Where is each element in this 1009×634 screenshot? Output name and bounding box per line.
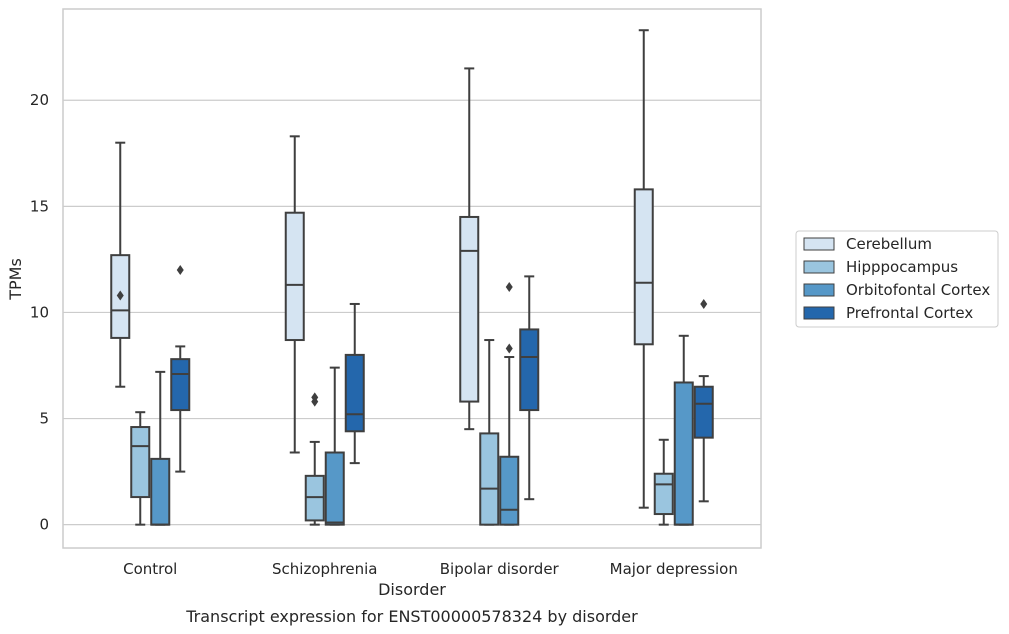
- x-tick-label: Control: [123, 560, 177, 578]
- legend-label: Cerebellum: [846, 235, 932, 253]
- box-group: [633, 29, 654, 509]
- legend-label: Hipppocampus: [846, 258, 958, 276]
- box-group: [110, 141, 131, 388]
- y-axis-ticks: 0 5 10 15 20: [30, 91, 49, 533]
- box-group: [693, 298, 714, 503]
- outlier-point: [116, 290, 124, 301]
- box: [150, 457, 171, 526]
- box: [459, 215, 480, 403]
- y-tick-label: 5: [39, 410, 49, 428]
- boxes: [110, 29, 714, 526]
- box-group: [653, 438, 674, 526]
- y-tick-label: 0: [39, 516, 49, 534]
- legend-swatch: [803, 237, 835, 251]
- box-group: [499, 281, 520, 526]
- plot-area-frame: [62, 8, 762, 549]
- box-group: [673, 334, 694, 526]
- x-axis-ticks: Control Schizophrenia Bipolar disorder Majo…: [123, 560, 738, 578]
- legend: Cerebellum Hipppocampus Orbitofontal Corte…: [795, 230, 999, 328]
- x-tick-label: Schizophrenia: [272, 560, 377, 578]
- box-group: [284, 135, 305, 454]
- box: [479, 432, 500, 526]
- box-group: [344, 302, 365, 465]
- box-group: [519, 275, 540, 501]
- box: [673, 381, 694, 526]
- legend-swatch: [803, 306, 835, 320]
- x-tick-label: Major depression: [610, 560, 738, 578]
- box: [324, 451, 345, 526]
- legend-swatch: [803, 283, 835, 297]
- legend-swatch: [803, 260, 835, 274]
- box-group: [170, 265, 191, 473]
- y-tick-label: 10: [30, 303, 49, 321]
- outlier-point: [700, 298, 708, 309]
- box: [519, 328, 540, 412]
- x-axis-label: Disorder: [378, 580, 446, 599]
- box-group: [324, 366, 345, 526]
- box: [130, 426, 151, 499]
- box-group: [304, 392, 325, 526]
- x-tick-label: Bipolar disorder: [440, 560, 560, 578]
- box: [304, 474, 325, 522]
- chart-caption: Transcript expression for ENST0000057832…: [185, 607, 638, 626]
- box: [693, 385, 714, 439]
- y-tick-label: 15: [30, 197, 49, 215]
- box: [170, 358, 191, 412]
- outlier-point: [311, 392, 319, 403]
- outlier-point: [176, 265, 184, 276]
- box-group: [479, 339, 500, 526]
- box-group: [150, 370, 171, 526]
- outlier-point: [505, 343, 513, 354]
- box: [344, 353, 365, 433]
- box: [653, 472, 674, 516]
- y-axis-label: TPMs: [6, 258, 25, 301]
- outlier-point: [505, 281, 513, 292]
- box: [633, 188, 654, 346]
- y-tick-label: 20: [30, 91, 49, 109]
- legend-label: Orbitofontal Cortex: [846, 281, 990, 299]
- box-group: [459, 67, 480, 431]
- legend-frame: [795, 230, 999, 328]
- box: [284, 211, 305, 342]
- box-group: [130, 411, 151, 526]
- legend-label: Prefrontal Cortex: [846, 304, 973, 322]
- box: [499, 455, 520, 526]
